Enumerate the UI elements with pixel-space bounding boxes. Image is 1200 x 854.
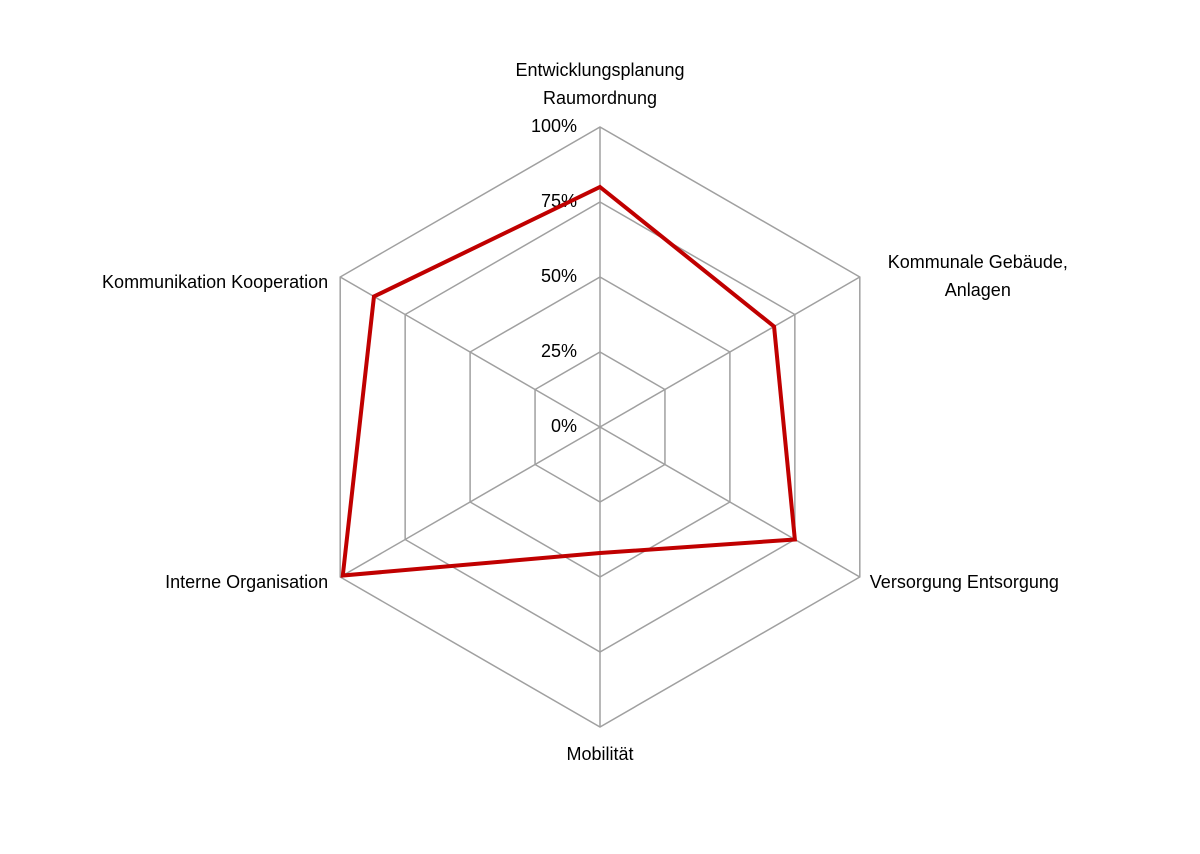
category-label: Versorgung Entsorgung (870, 572, 1059, 592)
category-label: Raumordnung (543, 88, 657, 108)
spoke (339, 426, 601, 578)
category-label: Entwicklungsplanung (515, 60, 684, 80)
r-tick-label: 50% (541, 266, 577, 286)
category-label: Mobilität (566, 744, 633, 764)
spoke (599, 426, 861, 578)
category-label: Kommunikation Kooperation (102, 272, 328, 292)
spoke (339, 276, 601, 428)
r-tick-label: 100% (531, 116, 577, 136)
series-line (340, 184, 798, 578)
r-tick-label: 75% (541, 191, 577, 211)
r-tick-label: 0% (551, 416, 577, 436)
spoke (599, 276, 861, 428)
category-label: Kommunale Gebäude, (888, 252, 1068, 272)
r-tick-label: 25% (541, 341, 577, 361)
category-label: Interne Organisation (165, 572, 328, 592)
category-label: Anlagen (945, 280, 1011, 300)
